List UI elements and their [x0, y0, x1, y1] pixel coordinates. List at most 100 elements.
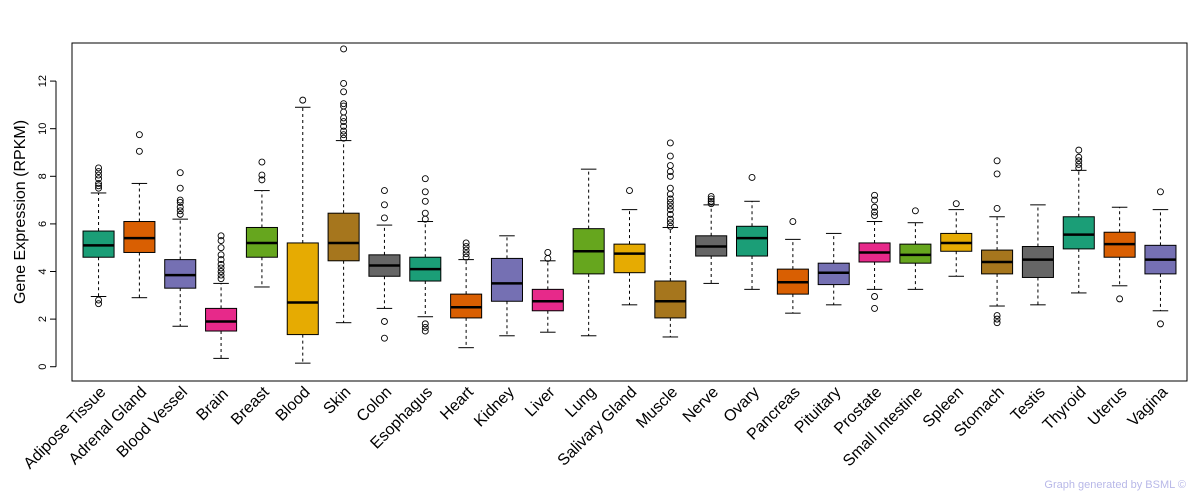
- outlier-point: [871, 304, 879, 312]
- box-group: [368, 187, 401, 342]
- outlier-point: [1075, 157, 1083, 165]
- outlier-point: [421, 197, 429, 205]
- outlier-point: [1075, 146, 1083, 154]
- outlier-point: [340, 80, 348, 87]
- outlier-point: [217, 256, 225, 264]
- outlier-point: [421, 323, 429, 331]
- outlier-point: [666, 206, 674, 214]
- x-tick-label: Thyroid: [1040, 384, 1090, 434]
- outlier-point: [1157, 188, 1164, 196]
- box-group: [531, 249, 564, 333]
- box: [1062, 216, 1095, 250]
- outlier-point: [380, 214, 388, 222]
- box-group: [613, 187, 646, 306]
- outlier-point: [871, 191, 879, 199]
- outlier-point: [462, 253, 470, 261]
- x-tick-label: Skin: [320, 384, 354, 418]
- box-group: [1144, 188, 1177, 328]
- outlier-point: [258, 176, 266, 184]
- outlier-point: [911, 207, 919, 215]
- outlier-point: [993, 312, 1001, 319]
- plot-border: [71, 42, 1188, 382]
- outlier-point: [217, 251, 225, 259]
- outlier-point: [544, 249, 552, 256]
- outlier-point: [217, 268, 225, 275]
- x-tick-label: Liver: [522, 383, 559, 420]
- box-group: [245, 158, 278, 288]
- outlier-point: [95, 184, 102, 192]
- outlier-point: [340, 102, 348, 110]
- outlier-point: [95, 179, 102, 187]
- outlier-point: [217, 271, 225, 279]
- outlier-point: [666, 172, 674, 180]
- box-group: [1021, 204, 1054, 306]
- box-group: [981, 157, 1014, 327]
- outlier-point: [462, 246, 470, 254]
- outlier-point: [462, 250, 470, 258]
- outlier-point: [993, 319, 1001, 327]
- box-group: [654, 139, 687, 338]
- outlier-point: [340, 100, 348, 108]
- box-group: [327, 45, 360, 324]
- outlier-point: [666, 219, 674, 227]
- outlier-point: [871, 208, 879, 216]
- outlier-point: [421, 175, 429, 183]
- outlier-point: [666, 162, 674, 170]
- box-group: [490, 235, 523, 337]
- y-tick-label: 10: [37, 123, 49, 135]
- outlier-point: [217, 244, 225, 252]
- y-axis: 0 2 4 6 8 10 12: [37, 75, 57, 370]
- outlier-point: [380, 334, 388, 342]
- outlier-point: [340, 88, 348, 96]
- outlier-point: [993, 204, 1001, 212]
- outlier-point: [666, 139, 674, 147]
- outlier-point: [217, 237, 225, 245]
- outlier-point: [95, 164, 102, 172]
- box-group: [450, 239, 483, 349]
- outlier-point: [95, 171, 102, 179]
- credit-text: Graph generated by BSML ©: [1044, 479, 1186, 491]
- outlier-point: [135, 147, 143, 155]
- x-tick-label: Lung: [562, 384, 599, 421]
- outlier-point: [421, 188, 429, 196]
- outlier-point: [176, 184, 184, 192]
- box-group: [695, 193, 728, 284]
- y-tick-label: 6: [37, 221, 49, 227]
- x-tick-label: Blood: [273, 384, 314, 425]
- y-tick-label: 4: [37, 268, 49, 274]
- outlier-point: [666, 195, 674, 203]
- outlier-point: [299, 96, 307, 104]
- outlier-point: [421, 327, 429, 335]
- outlier-point: [1116, 295, 1124, 303]
- box: [736, 225, 769, 257]
- outlier-point: [666, 215, 674, 223]
- x-tick-label: Vagina: [1125, 384, 1171, 430]
- box-group: [940, 200, 973, 277]
- outlier-point: [421, 320, 429, 328]
- outlier-point: [626, 187, 633, 195]
- box: [613, 243, 646, 274]
- x-tick-label: Muscle: [633, 384, 681, 432]
- outlier-point: [1157, 320, 1164, 328]
- outlier-point: [217, 232, 225, 240]
- x-tick-label: Kidney: [471, 384, 518, 431]
- outlier-point: [748, 174, 756, 181]
- box-group: [1062, 146, 1095, 294]
- box-group: [286, 96, 319, 364]
- y-tick-label: 8: [37, 173, 49, 179]
- outlier-point: [707, 195, 715, 203]
- outlier-point: [871, 212, 879, 220]
- outlier-point: [258, 171, 266, 179]
- outlier-point: [380, 318, 388, 325]
- outlier-point: [340, 131, 348, 139]
- outlier-point: [340, 118, 348, 125]
- box-group: [899, 207, 932, 290]
- outlier-point: [340, 127, 348, 135]
- outlier-point: [666, 152, 674, 160]
- outlier-point: [666, 210, 674, 218]
- box: [286, 242, 319, 336]
- outlier-point: [340, 45, 348, 53]
- box-group: [205, 232, 238, 359]
